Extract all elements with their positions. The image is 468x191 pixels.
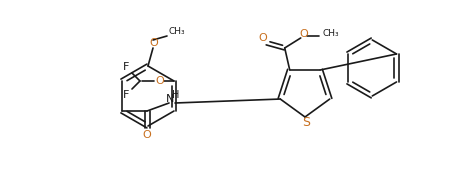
Text: H: H — [172, 90, 180, 100]
Text: F: F — [123, 90, 129, 100]
Text: O: O — [258, 33, 267, 43]
Text: S: S — [302, 116, 310, 129]
Text: N: N — [166, 94, 174, 104]
Text: O: O — [150, 38, 158, 48]
Text: O: O — [155, 76, 164, 86]
Text: CH₃: CH₃ — [168, 27, 185, 36]
Text: O: O — [143, 130, 151, 140]
Text: O: O — [300, 29, 308, 39]
Text: F: F — [123, 62, 129, 72]
Text: CH₃: CH₃ — [322, 29, 339, 38]
